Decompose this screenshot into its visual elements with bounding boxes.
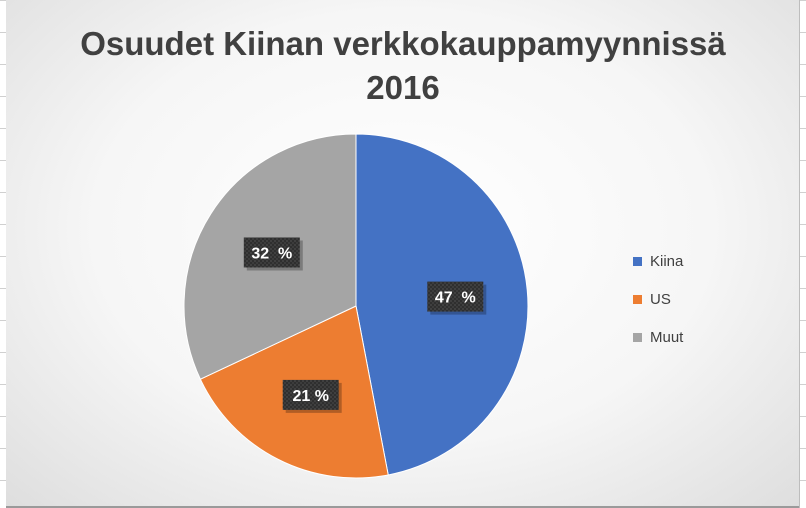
data-label-us[interactable]: 21 % bbox=[282, 379, 342, 413]
data-label-muut[interactable]: 32 % bbox=[243, 237, 303, 271]
legend-swatch-us bbox=[633, 294, 642, 304]
legend-item-muut[interactable]: Muut bbox=[633, 328, 683, 346]
spreadsheet-grid-right bbox=[799, 0, 806, 508]
data-label-text-muut: 32 % bbox=[251, 246, 292, 263]
pie-chart[interactable]: 47 % 21 % 32 % bbox=[6, 0, 800, 506]
data-label-kiina[interactable]: 47 % bbox=[427, 281, 487, 315]
legend[interactable]: Kiina US Muut bbox=[633, 252, 683, 366]
data-label-text-us: 21 % bbox=[292, 388, 328, 405]
chart-title-line-2: 2016 bbox=[366, 69, 440, 106]
legend-label-us: US bbox=[650, 290, 671, 308]
legend-label-muut: Muut bbox=[650, 328, 684, 346]
data-label-box bbox=[427, 281, 484, 312]
legend-swatch-muut bbox=[633, 332, 642, 342]
data-label-text-kiina: 47 % bbox=[435, 290, 476, 307]
chart-area[interactable]: Osuudet Kiinan verkkokauppamyynnissä 201… bbox=[6, 0, 800, 508]
legend-label-kiina: Kiina bbox=[650, 252, 684, 270]
legend-swatch-kiina bbox=[633, 256, 642, 266]
data-label-box bbox=[282, 379, 339, 410]
legend-item-us[interactable]: US bbox=[633, 290, 683, 308]
chart-title-line-1: Osuudet Kiinan verkkokauppamyynnissä bbox=[80, 25, 726, 62]
chart-title[interactable]: Osuudet Kiinan verkkokauppamyynnissä 201… bbox=[6, 22, 800, 110]
legend-item-kiina[interactable]: Kiina bbox=[633, 252, 683, 270]
data-label-box bbox=[243, 237, 300, 268]
